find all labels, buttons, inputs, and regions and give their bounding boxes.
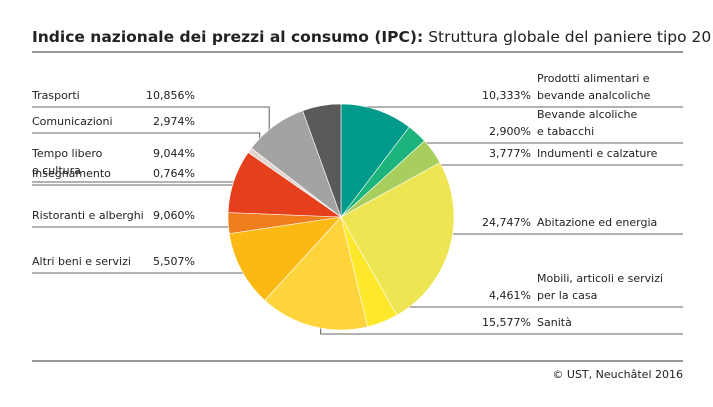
value-label: 9,044% — [153, 147, 195, 160]
label-line: Insegnamento — [32, 167, 111, 180]
pie-slice — [264, 216, 368, 331]
value-label: 4,461% — [489, 289, 531, 302]
pie-slice — [302, 103, 342, 218]
label-line: Tempo libero — [31, 147, 103, 160]
label-line: Ristoranti e alberghi — [32, 209, 144, 222]
value-label: 10,333% — [482, 89, 531, 102]
label-line: Comunicazioni — [32, 115, 113, 128]
value-label: 0,764% — [153, 167, 195, 180]
label-line: per la casa — [537, 289, 597, 302]
category-label: Ristoranti e alberghi — [32, 209, 144, 222]
category-label: Prodotti alimentari e bevande analcoliche — [537, 72, 651, 102]
value-label: 15,577% — [482, 316, 531, 329]
label-line: Altri beni e servizi — [32, 255, 131, 268]
category-label: Comunicazioni — [32, 115, 113, 128]
label-line: e tabacchi — [537, 125, 594, 138]
leader-line — [32, 181, 265, 192]
chart-title: Indice nazionale dei prezzi al consumo (… — [32, 28, 713, 46]
value-label: 2,900% — [489, 125, 531, 138]
label-line: Bevande alcoliche — [537, 108, 637, 121]
leader-line — [418, 233, 683, 240]
label-line: e cultura — [32, 164, 81, 177]
category-label: Bevande alcoliche e tabacchi — [537, 108, 637, 138]
label-line: Mobili, articoli e servizi — [537, 272, 663, 285]
label-line: Sanità — [537, 316, 572, 329]
title-main: Indice nazionale dei prezzi al consumo (… — [32, 28, 423, 46]
label-line: Prodotti alimentari e — [537, 72, 650, 85]
category-label: Sanità — [537, 316, 572, 329]
label-line: Trasporti — [31, 89, 80, 102]
value-label: 10,856% — [146, 89, 195, 102]
category-label: Trasporti — [31, 89, 80, 102]
value-label: 2,974% — [153, 115, 195, 128]
label-line: Indumenti e calzature — [537, 147, 658, 160]
value-label: 3,777% — [489, 147, 531, 160]
source: © UST, Neuchâtel 2016 — [552, 368, 683, 381]
pie-slice — [340, 103, 410, 218]
category-label: Altri beni e servizi — [32, 255, 131, 268]
category-label: Indumenti e calzature — [537, 147, 658, 160]
category-label: Tempo libero e cultura — [31, 147, 103, 177]
value-label: 9,060% — [153, 209, 195, 222]
subtitle: Struttura globale del paniere tipo 2016 — [428, 28, 713, 46]
leader-line — [406, 164, 683, 170]
category-label: Mobili, articoli e servizi per la casa — [537, 272, 663, 302]
value-label: 5,507% — [153, 255, 195, 268]
pie-slice — [340, 162, 455, 316]
category-label: Insegnamento — [32, 167, 111, 180]
pie-slice — [228, 216, 342, 301]
label-line: Abitazione ed energia — [537, 216, 657, 229]
value-label: 24,747% — [482, 216, 531, 229]
label-line: bevande analcoliche — [537, 89, 651, 102]
category-label: Abitazione ed energia — [537, 216, 657, 229]
